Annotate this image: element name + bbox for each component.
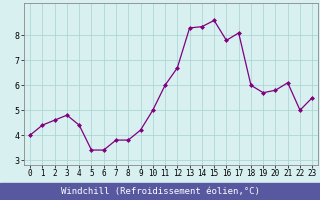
- Text: Windchill (Refroidissement éolien,°C): Windchill (Refroidissement éolien,°C): [60, 187, 260, 196]
